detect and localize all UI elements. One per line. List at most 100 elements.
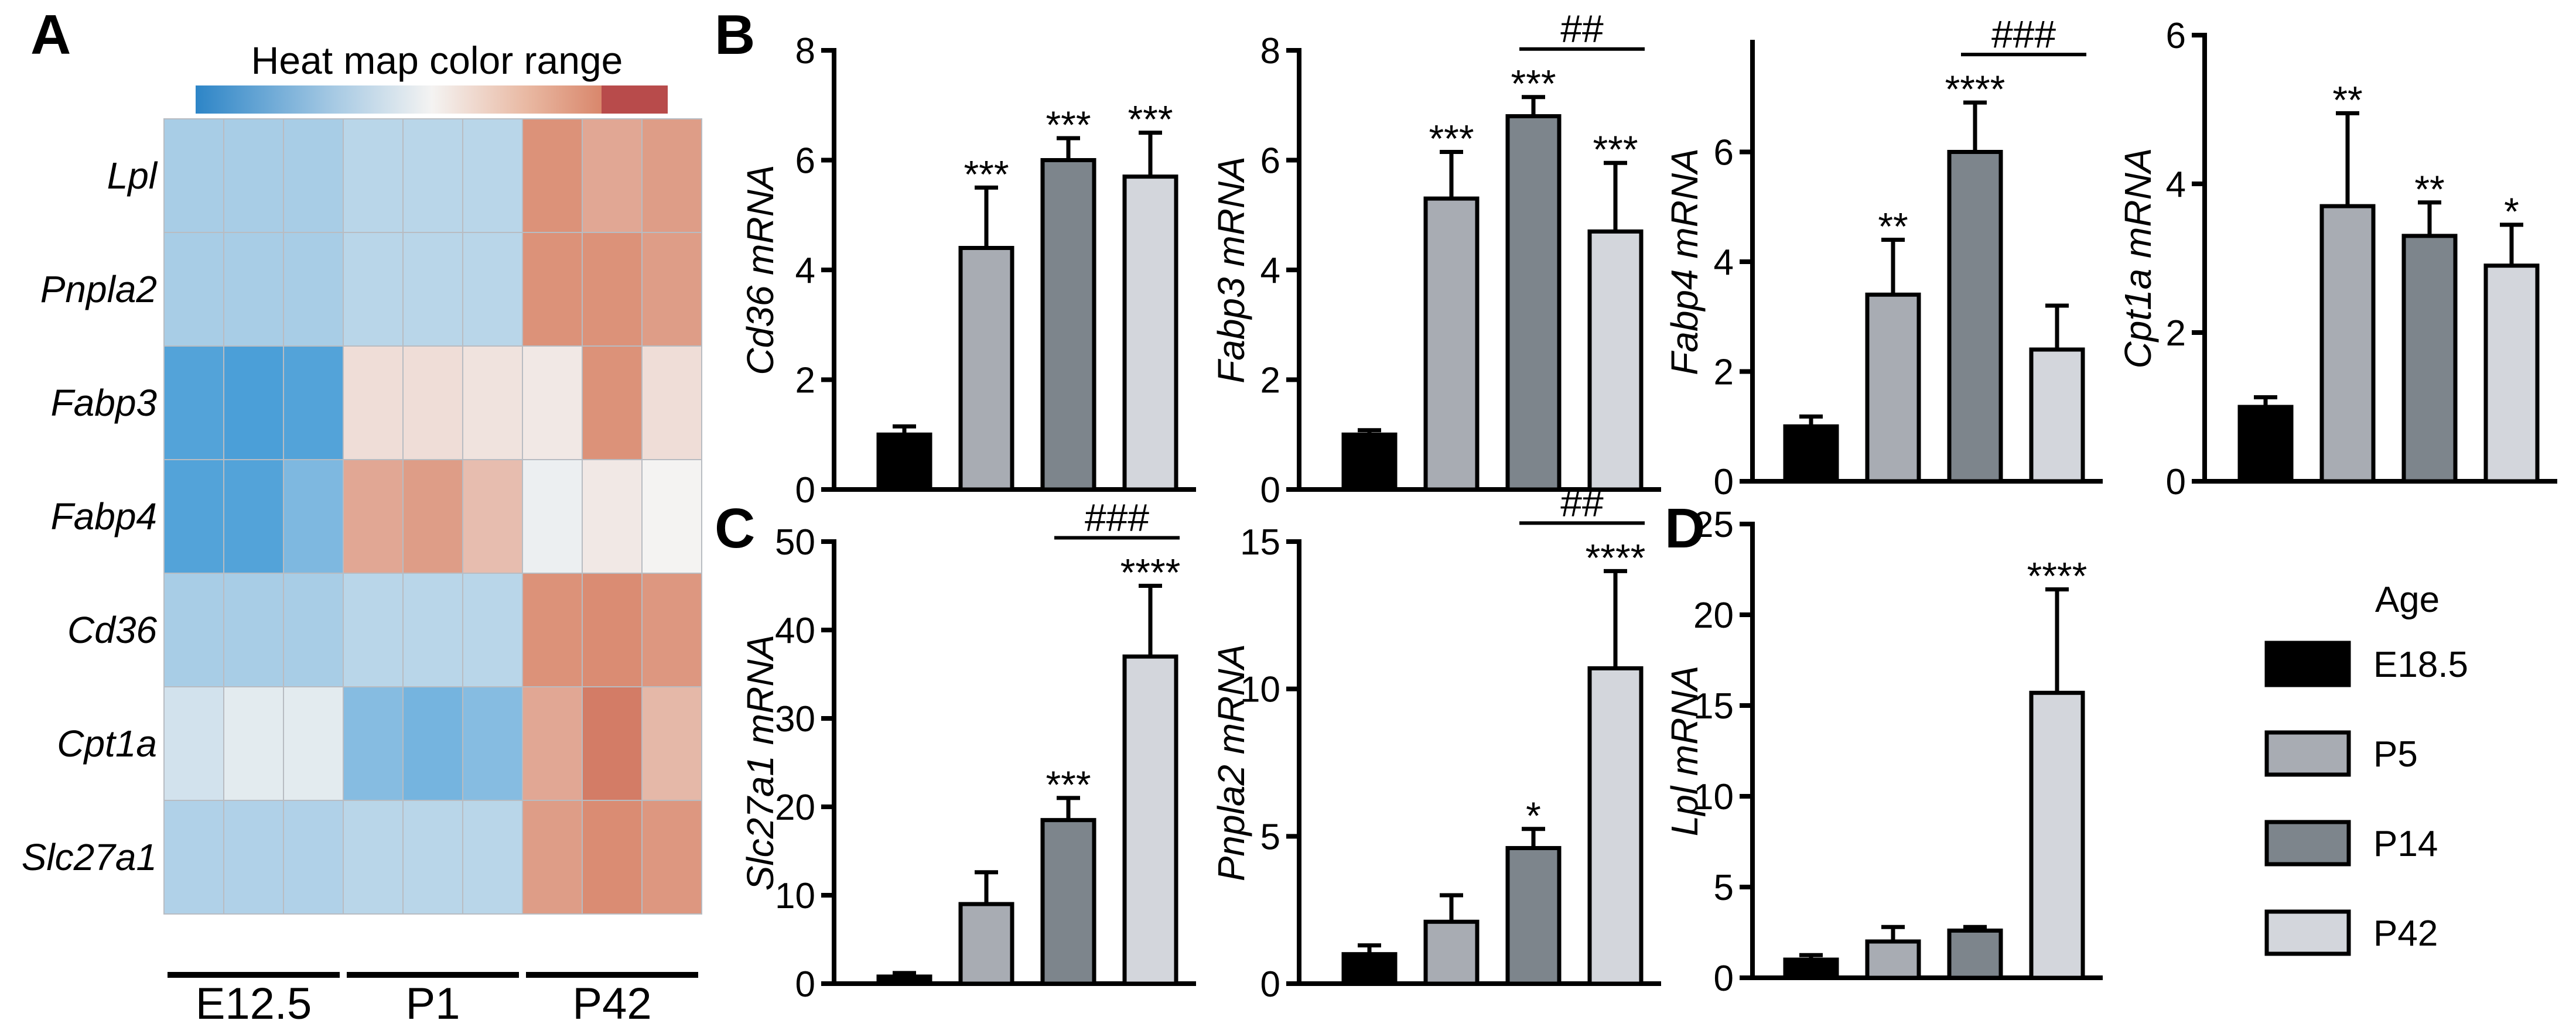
y-tick-label: 0	[2166, 462, 2186, 502]
heatmap-cell	[283, 573, 344, 687]
legend-swatch	[2264, 820, 2351, 867]
bar	[1587, 666, 1644, 986]
significance-label: ***	[1128, 98, 1173, 141]
legend-label: P14	[2373, 824, 2438, 864]
legend: Age E18.5 P5 P14 P42	[2264, 580, 2468, 956]
significance-label: ****	[1586, 536, 1646, 579]
heatmap-cell	[163, 118, 224, 233]
significance-label: *	[1526, 794, 1541, 837]
heatmap-cell	[163, 800, 224, 915]
bar	[2029, 347, 2085, 484]
heatmap-cell	[402, 686, 463, 801]
significance-label: ***	[1046, 103, 1091, 146]
heatmap-cell	[462, 573, 523, 687]
y-tick-label: 6	[2166, 16, 2186, 56]
heatmap-scale-bar	[196, 85, 668, 114]
y-tick-label: 6	[795, 141, 815, 182]
bar	[1865, 292, 1921, 484]
legend-items: E18.5 P5 P14 P42	[2264, 641, 2468, 956]
gene-label: Slc27a1	[22, 836, 157, 878]
y-tick-label: 4	[795, 251, 815, 291]
heatmap-cell	[641, 345, 702, 460]
y-tick-label: 4	[1714, 242, 1734, 283]
bracket-label: ###	[1991, 12, 2056, 56]
y-tick-label: 15	[1693, 686, 1734, 727]
bar	[2319, 204, 2376, 484]
y-tick-label: 0	[1260, 470, 1280, 511]
y-axis-label: Fabp4 mRNA	[1663, 148, 1706, 375]
heatmap-cell	[641, 232, 702, 347]
y-tick-label: 50	[775, 522, 815, 563]
heatmap-cell	[223, 686, 284, 801]
heatmap-group-labels: E12.5 P1 P42	[168, 972, 698, 1029]
heatmap-grid	[163, 118, 702, 915]
heatmap-cell	[522, 345, 583, 460]
legend-label: P5	[2373, 734, 2418, 775]
heatmap-cell	[163, 573, 224, 687]
y-axis-label: Lpl mRNA	[1663, 666, 1706, 837]
gene-label: Lpl	[107, 155, 158, 197]
heatmap-cell	[343, 686, 404, 801]
legend-swatch	[2264, 909, 2351, 956]
heatmap-cell	[641, 573, 702, 687]
bar	[1505, 114, 1562, 492]
y-tick-label: 25	[1693, 505, 1734, 545]
heatmap-cell	[223, 800, 284, 915]
bar	[1865, 939, 1921, 980]
heatmap-cell	[283, 800, 344, 915]
significance-label: ***	[1046, 763, 1091, 806]
heatmap-cell	[582, 232, 643, 347]
y-axis-label: Cd36 mRNA	[739, 165, 781, 375]
y-tick-label: 20	[775, 788, 815, 828]
significance-label: **	[1878, 205, 1908, 248]
bar	[2483, 263, 2540, 484]
y-tick-label: 2	[1714, 352, 1734, 393]
bracket-label: ##	[1560, 7, 1604, 50]
y-axis-label: Slc27a1 mRNA	[739, 635, 781, 891]
heatmap-cell	[283, 232, 344, 347]
legend-label: E18.5	[2373, 645, 2468, 685]
heatmap-cell	[402, 345, 463, 460]
bracket-label: ###	[1085, 496, 1149, 539]
significance-label: ****	[1945, 67, 2006, 111]
heatmap-cell	[223, 573, 284, 687]
y-tick-label: 10	[1693, 777, 1734, 817]
significance-label: **	[2414, 167, 2444, 211]
heatmap-cell	[343, 573, 404, 687]
significance-label: ****	[2027, 554, 2088, 598]
y-tick-label: 8	[795, 31, 815, 71]
y-axis-label: Pnpla2 mRNA	[1210, 644, 1252, 882]
group-label: P42	[572, 979, 651, 1029]
bar	[2029, 690, 2085, 980]
heatmap-cell	[343, 118, 404, 233]
heatmap-cell	[582, 800, 643, 915]
bar	[876, 974, 932, 986]
heatmap-cell	[223, 459, 284, 574]
y-tick-label: 10	[1240, 670, 1280, 710]
bar	[1783, 957, 1839, 980]
panel-label-c: C	[715, 497, 755, 560]
heatmap-cell	[462, 800, 523, 915]
bar	[1587, 229, 1644, 492]
bar	[876, 432, 932, 492]
y-axis-label: Fabp3 mRNA	[1210, 156, 1252, 384]
heatmap-cell	[402, 459, 463, 574]
y-tick-label: 20	[1693, 595, 1734, 636]
y-tick-label: 0	[1260, 964, 1280, 1005]
heatmap-cell	[163, 459, 224, 574]
heatmap-cell	[163, 232, 224, 347]
gene-label: Fabp4	[51, 495, 157, 537]
y-tick-label: 2	[1260, 361, 1280, 401]
significance-label: ***	[1511, 62, 1556, 105]
heatmap-cell	[462, 345, 523, 460]
group-label: E12.5	[196, 979, 312, 1029]
heatmap-gene-labels: Lpl Pnpla2 Fabp3 Fabp4 Cd36 Cpt1a Slc27a1	[22, 155, 158, 878]
y-axis-label: Cpt1a mRNA	[2117, 148, 2159, 369]
bar-chart-cd36: Cd36 mRNA 0 2 4 6 8 *** *** ***	[739, 31, 1196, 511]
bar	[1505, 845, 1562, 986]
bracket-label: ##	[1560, 481, 1604, 524]
heatmap-cell	[163, 345, 224, 460]
gene-label: Pnpla2	[40, 268, 157, 310]
